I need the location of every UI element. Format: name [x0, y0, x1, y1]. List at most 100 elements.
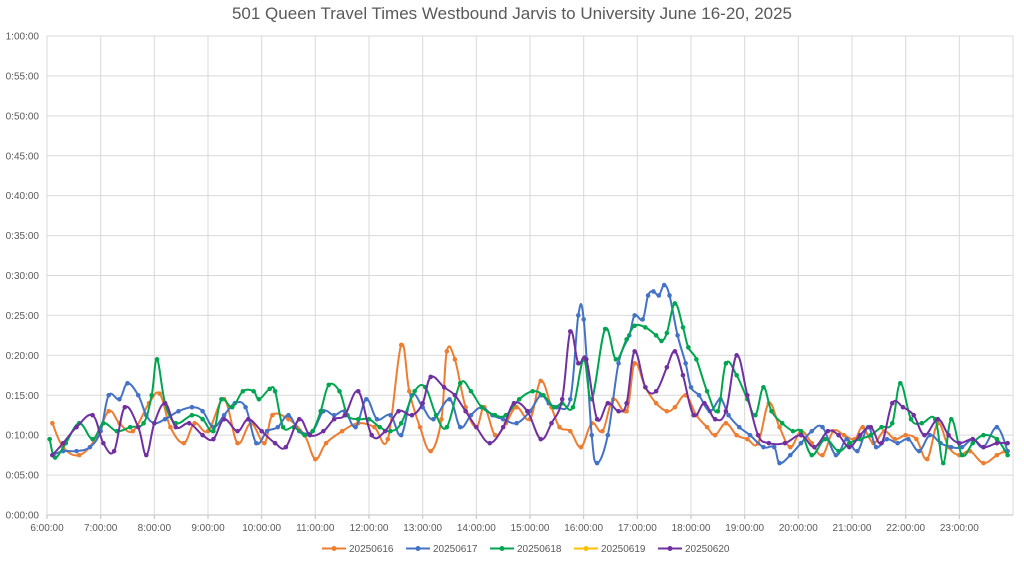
x-tick-label: 9:00:00 — [191, 523, 225, 534]
data-point — [538, 436, 544, 442]
data-point — [106, 408, 112, 414]
data-point — [235, 428, 240, 434]
data-point — [892, 436, 898, 442]
data-point — [664, 408, 670, 414]
data-point — [957, 440, 962, 446]
data-point — [270, 412, 275, 418]
data-point — [192, 420, 197, 426]
data-point — [154, 357, 160, 362]
data-point — [492, 432, 498, 438]
data-point — [643, 325, 648, 330]
data-point — [994, 436, 1000, 442]
data-point — [342, 412, 348, 418]
data-point — [927, 432, 933, 438]
data-point — [841, 432, 847, 438]
data-point — [712, 432, 718, 438]
data-point — [221, 412, 227, 418]
data-point — [702, 400, 707, 406]
data-point — [868, 424, 874, 430]
data-point — [538, 378, 544, 384]
data-point — [487, 440, 493, 446]
data-point — [624, 337, 629, 342]
data-point — [898, 380, 903, 386]
data-point — [584, 357, 589, 362]
data-point — [353, 424, 358, 430]
x-tick-label: 13:00:00 — [403, 523, 442, 534]
data-point — [296, 416, 302, 422]
legend-label: 20250617 — [433, 544, 478, 555]
data-point — [516, 396, 522, 402]
series-line — [51, 342, 1006, 465]
data-point — [777, 424, 782, 430]
data-point — [50, 452, 55, 458]
data-point — [525, 408, 530, 414]
data-point — [651, 289, 656, 294]
data-point — [262, 440, 267, 446]
data-point — [259, 428, 264, 434]
data-point — [771, 444, 777, 450]
data-point — [889, 400, 895, 406]
data-point — [691, 412, 696, 418]
y-tick-label: 0:00:00 — [6, 511, 40, 522]
data-point — [723, 361, 729, 366]
x-tick-label: 19:00:00 — [725, 523, 764, 534]
data-point — [919, 420, 925, 426]
data-point — [364, 396, 369, 402]
y-tick-label: 0:15:00 — [6, 391, 40, 402]
x-tick-label: 12:00:00 — [350, 523, 389, 534]
data-point — [143, 452, 149, 458]
data-point — [323, 440, 329, 446]
data-point — [632, 349, 637, 354]
data-point — [511, 400, 517, 406]
x-tick-label: 7:00:00 — [84, 523, 118, 534]
data-point — [310, 428, 315, 434]
x-tick-label: 15:00:00 — [511, 523, 550, 534]
legend-marker — [583, 546, 589, 551]
data-point — [492, 412, 498, 418]
data-point — [908, 416, 914, 422]
data-point — [549, 420, 554, 426]
data-point — [283, 444, 289, 450]
data-point — [605, 432, 611, 438]
data-point — [734, 353, 739, 358]
data-point — [602, 326, 608, 332]
data-point — [122, 404, 128, 410]
data-point — [632, 361, 637, 366]
data-point — [157, 391, 162, 396]
data-point — [256, 396, 262, 402]
data-point — [264, 428, 270, 434]
data-point — [694, 357, 699, 362]
data-point — [632, 323, 637, 329]
data-point — [696, 392, 702, 398]
data-point — [576, 313, 581, 318]
data-point — [656, 293, 662, 298]
data-point — [745, 436, 750, 442]
x-tick-label: 17:00:00 — [618, 523, 657, 534]
data-point — [452, 357, 458, 362]
data-point — [331, 416, 337, 422]
data-point — [1005, 440, 1010, 446]
data-point — [994, 440, 1000, 446]
data-point — [809, 452, 815, 458]
legend-marker — [415, 546, 421, 551]
data-point — [914, 436, 919, 442]
data-point — [981, 444, 986, 450]
data-point — [74, 448, 79, 454]
data-point — [873, 444, 879, 450]
data-point — [229, 404, 235, 410]
x-tick-label: 8:00:00 — [138, 523, 172, 534]
data-point — [981, 432, 986, 438]
data-point — [857, 432, 863, 438]
data-point — [420, 400, 425, 406]
data-point — [559, 396, 565, 402]
legend-label: 20250619 — [601, 544, 646, 555]
data-point — [189, 412, 195, 418]
legend: 20250616 20250617 20250618 20250619 20250620 — [322, 544, 730, 555]
data-point — [643, 384, 648, 390]
data-point — [243, 404, 248, 410]
data-point — [439, 416, 444, 422]
legend-item: 20250618 — [490, 544, 562, 555]
data-point — [162, 400, 168, 406]
data-point — [388, 428, 393, 434]
